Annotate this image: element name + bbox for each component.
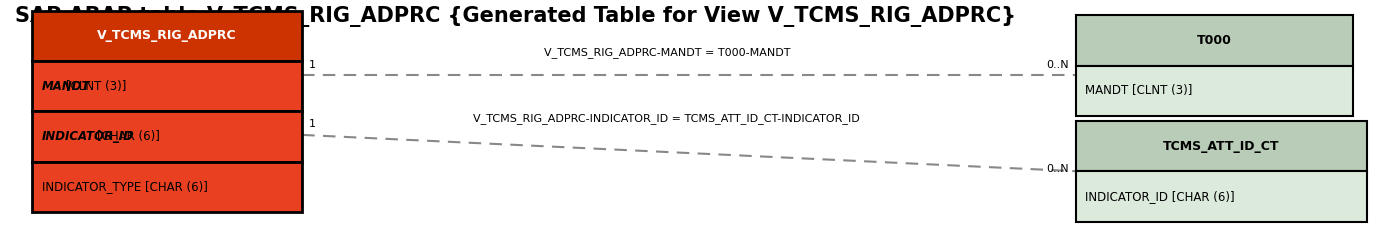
FancyBboxPatch shape — [32, 111, 303, 162]
Text: V_TCMS_RIG_ADPRC-INDICATOR_ID = TCMS_ATT_ID_CT-INDICATOR_ID: V_TCMS_RIG_ADPRC-INDICATOR_ID = TCMS_ATT… — [474, 114, 860, 124]
FancyBboxPatch shape — [1075, 121, 1367, 171]
FancyBboxPatch shape — [32, 11, 303, 61]
Text: TCMS_ATT_ID_CT: TCMS_ATT_ID_CT — [1163, 140, 1279, 153]
Text: INDICATOR_ID: INDICATOR_ID — [42, 130, 133, 143]
Text: 1: 1 — [310, 119, 317, 129]
Text: [CLNT (3)]: [CLNT (3)] — [67, 80, 126, 93]
FancyBboxPatch shape — [1075, 171, 1367, 222]
FancyBboxPatch shape — [32, 162, 303, 212]
Text: 0..N: 0..N — [1046, 60, 1068, 70]
Text: V_TCMS_RIG_ADPRC: V_TCMS_RIG_ADPRC — [97, 29, 238, 42]
Text: INDICATOR_TYPE [CHAR (6)]: INDICATOR_TYPE [CHAR (6)] — [42, 181, 207, 193]
Text: 1: 1 — [310, 60, 317, 70]
Text: [CHAR (6)]: [CHAR (6)] — [97, 130, 160, 143]
Text: SAP ABAP table V_TCMS_RIG_ADPRC {Generated Table for View V_TCMS_RIG_ADPRC}: SAP ABAP table V_TCMS_RIG_ADPRC {Generat… — [15, 6, 1017, 27]
Text: T000: T000 — [1197, 34, 1232, 47]
Text: MANDT: MANDT — [42, 80, 90, 93]
Text: MANDT [CLNT (3)]: MANDT [CLNT (3)] — [1085, 84, 1193, 97]
FancyBboxPatch shape — [1075, 15, 1353, 66]
Text: INDICATOR_ID [CHAR (6)]: INDICATOR_ID [CHAR (6)] — [1085, 190, 1235, 203]
Text: 0..N: 0..N — [1046, 164, 1068, 173]
Text: V_TCMS_RIG_ADPRC-MANDT = T000-MANDT: V_TCMS_RIG_ADPRC-MANDT = T000-MANDT — [543, 47, 790, 58]
FancyBboxPatch shape — [1075, 66, 1353, 116]
FancyBboxPatch shape — [32, 61, 303, 111]
